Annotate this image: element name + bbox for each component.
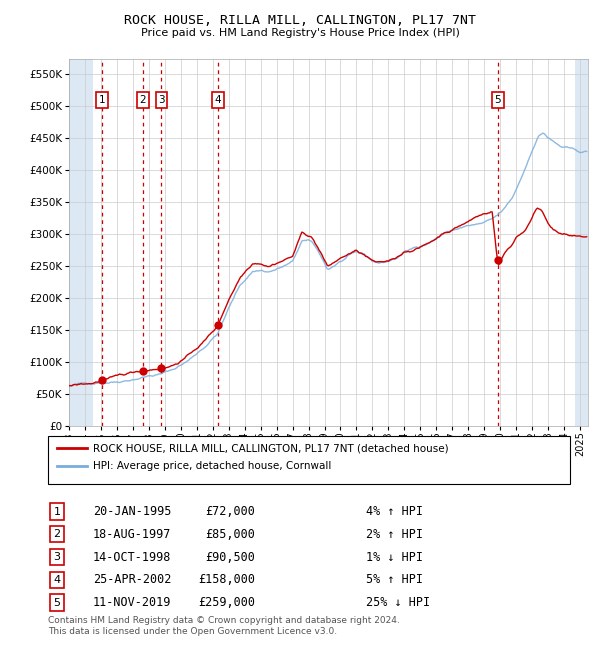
Text: 11-NOV-2019: 11-NOV-2019 — [93, 596, 172, 609]
Text: 3: 3 — [53, 552, 61, 562]
Text: 25% ↓ HPI: 25% ↓ HPI — [366, 596, 430, 609]
Text: 4% ↑ HPI: 4% ↑ HPI — [366, 505, 423, 518]
Text: 2: 2 — [53, 529, 61, 539]
Text: 3: 3 — [158, 95, 165, 105]
Text: 5% ↑ HPI: 5% ↑ HPI — [366, 573, 423, 586]
Text: Contains HM Land Registry data © Crown copyright and database right 2024.
This d: Contains HM Land Registry data © Crown c… — [48, 616, 400, 636]
Text: 1% ↓ HPI: 1% ↓ HPI — [366, 551, 423, 564]
Text: 25-APR-2002: 25-APR-2002 — [93, 573, 172, 586]
Text: Price paid vs. HM Land Registry's House Price Index (HPI): Price paid vs. HM Land Registry's House … — [140, 28, 460, 38]
Text: 20-JAN-1995: 20-JAN-1995 — [93, 505, 172, 518]
Text: 18-AUG-1997: 18-AUG-1997 — [93, 528, 172, 541]
Text: 5: 5 — [494, 95, 501, 105]
Text: £85,000: £85,000 — [205, 528, 255, 541]
Text: 2: 2 — [140, 95, 146, 105]
Text: 14-OCT-1998: 14-OCT-1998 — [93, 551, 172, 564]
Text: 5: 5 — [53, 597, 61, 608]
Text: 4: 4 — [53, 575, 61, 585]
Text: ROCK HOUSE, RILLA MILL, CALLINGTON, PL17 7NT: ROCK HOUSE, RILLA MILL, CALLINGTON, PL17… — [124, 14, 476, 27]
Text: £90,500: £90,500 — [205, 551, 255, 564]
Bar — [69, 58, 93, 426]
Text: ROCK HOUSE, RILLA MILL, CALLINGTON, PL17 7NT (detached house): ROCK HOUSE, RILLA MILL, CALLINGTON, PL17… — [93, 443, 449, 453]
Text: £158,000: £158,000 — [198, 573, 255, 586]
Text: 1: 1 — [53, 506, 61, 517]
Text: £72,000: £72,000 — [205, 505, 255, 518]
Text: 2% ↑ HPI: 2% ↑ HPI — [366, 528, 423, 541]
Text: 4: 4 — [215, 95, 221, 105]
Text: £259,000: £259,000 — [198, 596, 255, 609]
Text: HPI: Average price, detached house, Cornwall: HPI: Average price, detached house, Corn… — [93, 462, 331, 471]
Bar — [575, 58, 588, 426]
Text: 1: 1 — [98, 95, 105, 105]
